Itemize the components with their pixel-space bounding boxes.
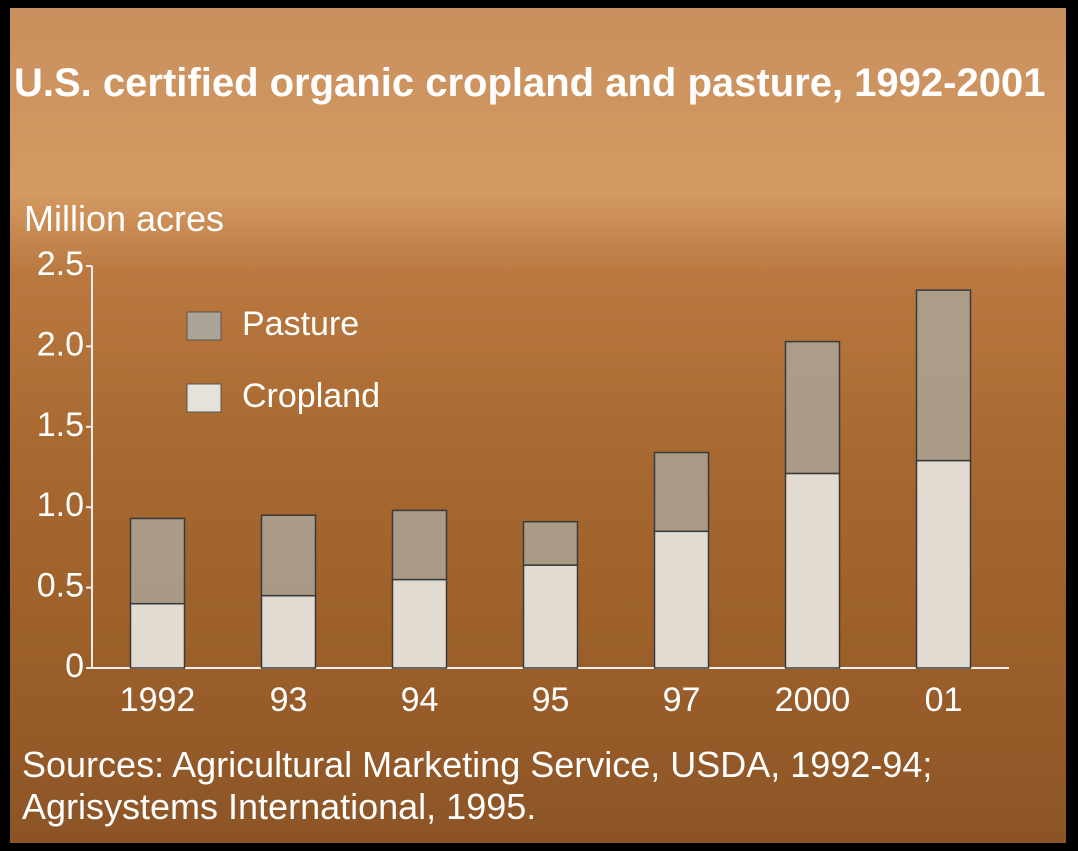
bar-segment	[655, 453, 709, 532]
chart: 0 0.5 1.0 1.5 2.0 2.5 1992 93 94 95 97 2000 01 Pastur…	[10, 8, 1066, 843]
bar-segment	[524, 522, 578, 565]
y-tick-label: 1.5	[37, 406, 84, 444]
bar-segment	[131, 518, 185, 603]
x-tick-label: 95	[532, 681, 570, 719]
bar-segment	[917, 290, 971, 460]
x-tick-label: 94	[401, 681, 439, 719]
bar-segment	[655, 531, 709, 668]
bar-segment	[131, 604, 185, 668]
bar-segment	[393, 580, 447, 668]
bar-segment	[262, 596, 316, 668]
legend-swatch	[187, 312, 221, 340]
bar-segment	[524, 565, 578, 668]
legend-label: Pasture	[242, 305, 359, 343]
bar-segment	[262, 515, 316, 595]
legend-swatch	[187, 384, 221, 412]
y-tick-label: 2.5	[37, 245, 84, 283]
x-tick-label: 93	[270, 681, 308, 719]
bar-segment	[786, 473, 840, 668]
bar-segment	[786, 342, 840, 474]
legend-label: Cropland	[242, 377, 380, 415]
chart-frame: U.S. certified organic cropland and past…	[10, 8, 1066, 843]
y-tick-label: 0.5	[37, 567, 84, 605]
bar-segment	[393, 510, 447, 579]
y-tick-label: 2.0	[37, 325, 84, 363]
y-tick-label: 0	[65, 647, 84, 685]
x-tick-label: 1992	[120, 681, 196, 719]
y-tick-label: 1.0	[37, 486, 84, 524]
x-tick-label: 97	[663, 681, 701, 719]
x-tick-label: 01	[925, 681, 963, 719]
x-tick-label: 2000	[775, 681, 851, 719]
bar-segment	[917, 461, 971, 668]
